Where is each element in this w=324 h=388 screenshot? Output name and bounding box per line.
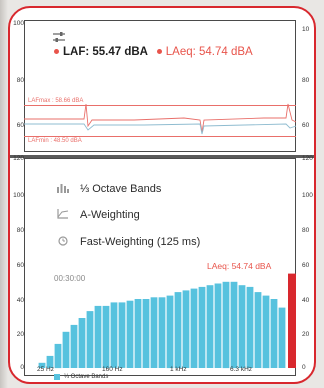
y-tick-1: 120 xyxy=(13,155,24,162)
x-tick-label: 160 Hz xyxy=(102,366,123,373)
octave-bar xyxy=(142,299,150,368)
octave-bar xyxy=(214,283,222,368)
device-edge-shadow xyxy=(0,0,8,388)
elapsed-timer: 00:30:00 xyxy=(54,274,86,283)
y-tick-6: 20 xyxy=(16,331,24,338)
y-tick-right-3: 80 xyxy=(302,227,310,234)
y-tick-top-right-3: 60 xyxy=(302,122,310,129)
octave-bar xyxy=(46,355,54,368)
lafmax-label: LAFmax : 58.66 dBA xyxy=(28,98,84,104)
octave-bar xyxy=(62,331,70,368)
legend-label: ⅓ Octave Bands xyxy=(64,374,109,380)
octave-bar xyxy=(262,295,270,369)
octave-bar xyxy=(246,286,254,368)
y-tick-2: 100 xyxy=(13,192,24,199)
octave-bar xyxy=(190,288,198,368)
settings-sliders-icon[interactable] xyxy=(52,30,66,49)
octave-bar xyxy=(158,297,166,368)
octave-bar xyxy=(118,302,126,368)
y-tick-top-left-3: 60 xyxy=(16,122,24,129)
y-tick-3: 80 xyxy=(16,227,24,234)
x-tick-label: 6.3 kHz xyxy=(230,366,253,373)
lafmin-line xyxy=(24,136,296,137)
timer-icon xyxy=(54,236,72,248)
level-trace xyxy=(24,103,296,135)
chart-divider xyxy=(10,155,314,158)
octave-bar xyxy=(182,290,190,368)
laf-dot-icon xyxy=(54,49,59,54)
laeq-value: LAeq: 54.74 dBA xyxy=(165,46,253,58)
laeq-bar xyxy=(288,273,296,368)
y-tick-4: 60 xyxy=(16,262,24,269)
octave-bar xyxy=(86,311,94,368)
octave-bar xyxy=(222,281,230,369)
octave-bar xyxy=(254,292,262,368)
octave-bar xyxy=(54,343,62,369)
octave-bar xyxy=(126,300,134,368)
y-tick-7: 0 xyxy=(20,364,24,371)
laeq-bar-label: LAeq: 54.74 dBA xyxy=(207,261,272,271)
menu-item-fast-weighting[interactable]: Fast-Weighting (125 ms) xyxy=(54,236,200,248)
x-tick-label: 1 kHz xyxy=(170,366,187,373)
lafmax-line xyxy=(24,105,296,106)
octave-bar xyxy=(278,307,286,368)
octave-bar xyxy=(102,305,110,368)
menu-item-a-weighting[interactable]: A-Weighting xyxy=(54,209,140,221)
octave-bar xyxy=(134,299,142,368)
y-tick-5: 40 xyxy=(16,297,24,304)
y-tick-top-left-2: 80 xyxy=(16,77,24,84)
level-history-chart xyxy=(24,20,296,152)
octave-bar xyxy=(270,299,278,368)
y-tick-top-right-2: 80 xyxy=(302,77,310,84)
lafmin-label: LAFmin : 48.50 dBA xyxy=(28,138,82,144)
menu-item-label: Fast-Weighting (125 ms) xyxy=(80,236,201,248)
legend-swatch xyxy=(54,374,60,380)
menu-item-label: ⅓ Octave Bands xyxy=(80,183,162,195)
octave-bar xyxy=(110,302,118,368)
menu-item-octave-bands[interactable]: ⅓ Octave Bands xyxy=(54,183,161,195)
menu-item-label: A-Weighting xyxy=(80,209,140,221)
octave-bar xyxy=(238,285,246,368)
app-screen: 100 80 60 10 80 60 LAF: 55.47 dBA LAeq: … xyxy=(8,6,316,384)
laf-value: LAF: 55.47 dBA xyxy=(63,46,148,58)
octave-bar xyxy=(198,286,206,368)
octave-bar xyxy=(70,324,78,368)
octave-bar xyxy=(94,305,102,368)
octave-bar xyxy=(206,285,214,368)
y-tick-right-7: 0 xyxy=(302,364,306,371)
chart-legend: ⅓ Octave Bands xyxy=(54,374,108,380)
octave-bar xyxy=(230,281,238,369)
x-tick-label: 25 Hz xyxy=(37,366,54,373)
octave-bars xyxy=(38,273,296,369)
y-tick-right-5: 40 xyxy=(302,297,310,304)
bars-icon xyxy=(54,183,72,195)
y-tick-right-6: 20 xyxy=(302,331,310,338)
octave-bar xyxy=(166,295,174,369)
octave-bar xyxy=(78,318,86,368)
octave-bar xyxy=(150,297,158,368)
y-tick-top-left-1: 100 xyxy=(13,20,24,27)
a-weighting-icon xyxy=(54,209,72,221)
octave-bar xyxy=(38,362,46,368)
y-tick-right-4: 60 xyxy=(302,262,310,269)
y-tick-top-right-1: 10 xyxy=(302,26,310,33)
laeq-dot-icon xyxy=(156,49,162,54)
y-tick-right-2: 100 xyxy=(302,192,313,199)
level-readout: LAF: 55.47 dBA LAeq: 54.74 dBA xyxy=(54,46,253,58)
octave-bar xyxy=(174,292,182,368)
y-tick-right-1: 120 xyxy=(302,155,313,162)
